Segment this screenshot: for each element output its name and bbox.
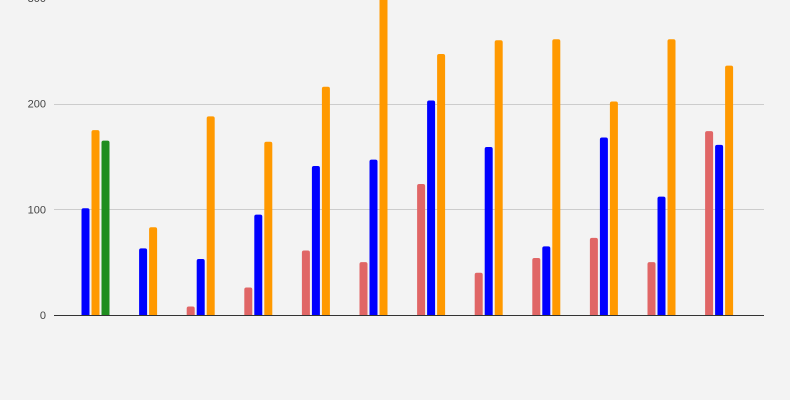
bar-group-9-series-2 bbox=[542, 246, 551, 315]
bar-group-12-series-2 bbox=[715, 144, 724, 315]
bar-group-5-series-1 bbox=[301, 250, 310, 315]
bar-group-9-series-3 bbox=[552, 39, 561, 316]
bar-group-10-series-1 bbox=[589, 237, 598, 315]
bar-group-12-series-3 bbox=[725, 65, 734, 315]
bar-group-4-series-2 bbox=[254, 214, 263, 315]
bar-group-7-series-2 bbox=[427, 100, 436, 315]
bar-group-3-series-2 bbox=[196, 258, 205, 315]
bar-group-4-series-3 bbox=[264, 141, 273, 315]
bar-group-2-series-2 bbox=[139, 248, 148, 315]
bar-group-7-series-1 bbox=[417, 183, 426, 315]
bar-group-4-series-1 bbox=[244, 287, 253, 315]
bar-group-8-series-3 bbox=[494, 40, 503, 316]
bar-group-7-series-3 bbox=[437, 54, 446, 316]
gridlines bbox=[54, 104, 764, 210]
bar-group-8-series-2 bbox=[484, 146, 493, 315]
bar-group-1-series-3 bbox=[91, 130, 100, 315]
y-tick-label: 300 bbox=[28, 0, 46, 5]
bar-group-3-series-3 bbox=[206, 116, 215, 315]
y-axis-labels: 0 100 200 300 bbox=[28, 0, 46, 322]
bars bbox=[81, 0, 734, 316]
bar-group-2-series-3 bbox=[149, 227, 158, 315]
y-tick-label: 0 bbox=[40, 310, 46, 322]
bar-group-1-series-4 bbox=[101, 140, 110, 315]
bar-group-10-series-2 bbox=[599, 137, 608, 315]
bar-group-11-series-3 bbox=[667, 39, 676, 316]
bar-group-12-series-1 bbox=[705, 131, 714, 315]
bar-group-9-series-1 bbox=[532, 257, 541, 315]
bar-group-5-series-2 bbox=[311, 166, 320, 315]
bar-group-6-series-3 bbox=[379, 0, 388, 315]
bar-group-1-series-2 bbox=[81, 208, 90, 315]
bar-group-5-series-3 bbox=[321, 86, 330, 315]
bar-group-8-series-1 bbox=[474, 272, 483, 315]
bar-group-6-series-1 bbox=[359, 262, 368, 315]
bar-group-11-series-1 bbox=[647, 262, 656, 315]
bar-group-3-series-1 bbox=[186, 306, 195, 315]
y-tick-label: 200 bbox=[28, 99, 46, 111]
bar-group-11-series-2 bbox=[657, 196, 666, 315]
bar-group-10-series-3 bbox=[609, 101, 618, 315]
y-tick-label: 100 bbox=[28, 204, 46, 216]
bar-group-6-series-2 bbox=[369, 159, 378, 315]
